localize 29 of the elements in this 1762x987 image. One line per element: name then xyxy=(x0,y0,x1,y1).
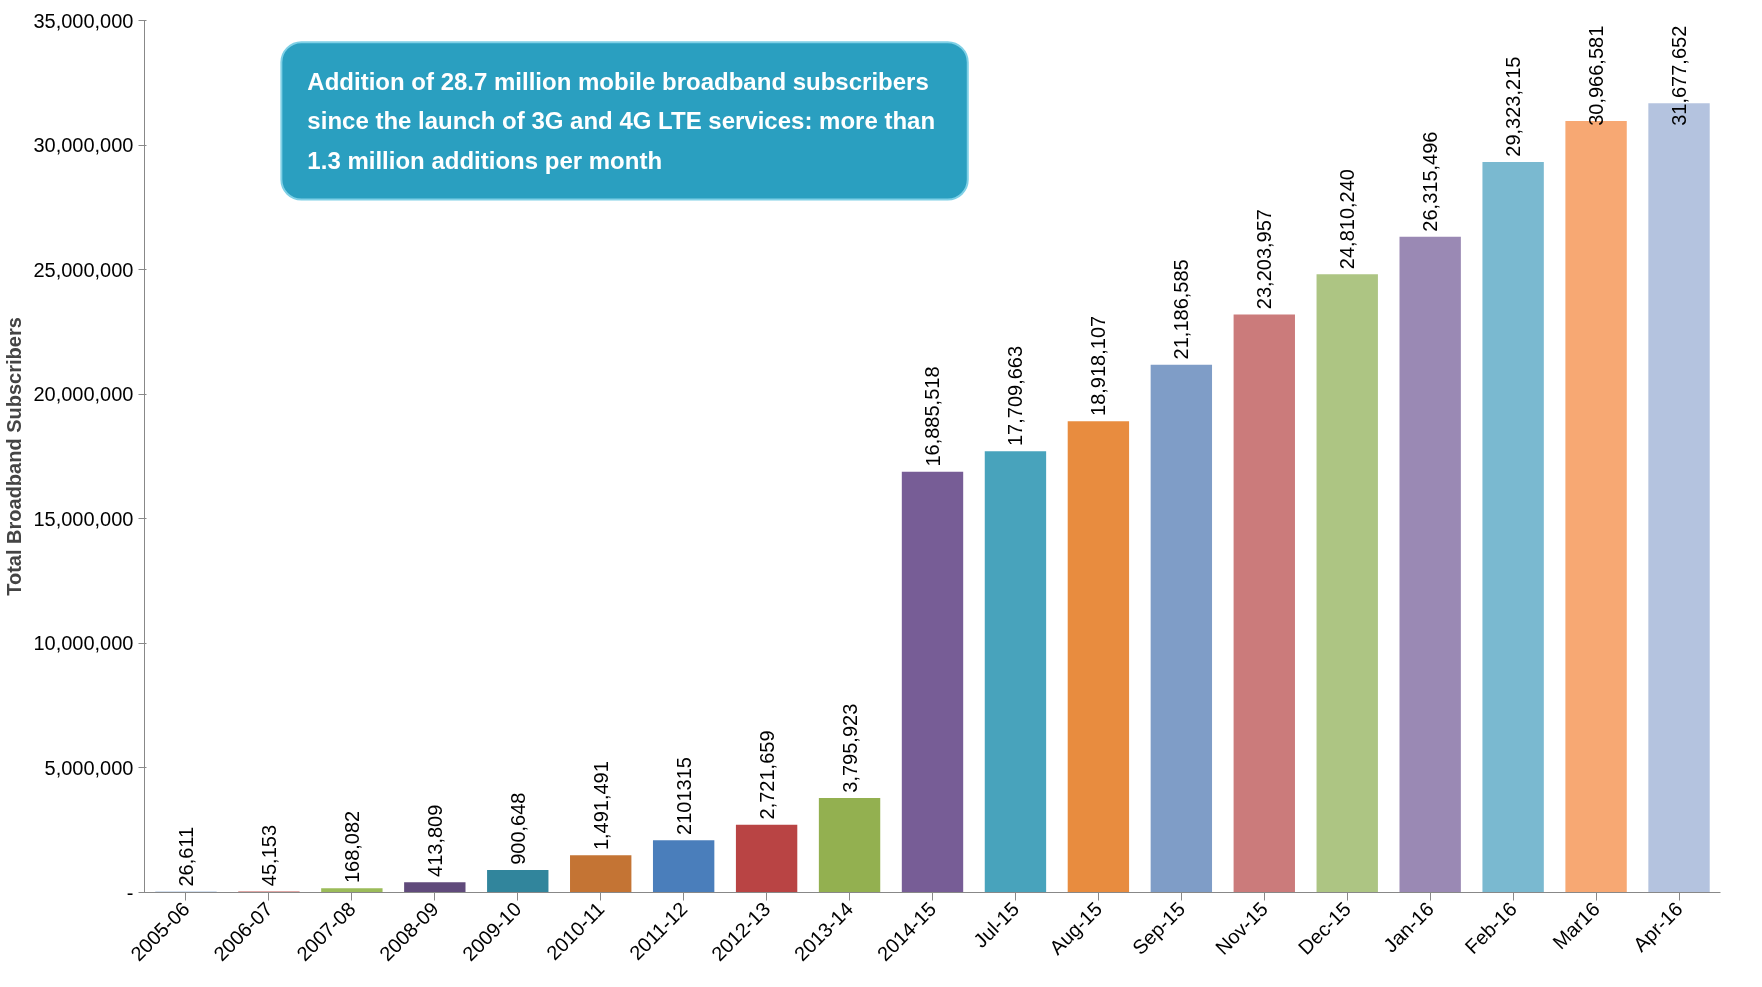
y-tick-label: 15,000,000 xyxy=(33,507,134,530)
data-label: 23,203,957 xyxy=(1253,209,1276,310)
data-label: 26,611 xyxy=(174,826,197,887)
data-label: 16,885,518 xyxy=(921,366,944,467)
data-label: 413,809 xyxy=(423,804,446,877)
data-label: 26,315,496 xyxy=(1419,131,1442,232)
y-tick-label: 5,000,000 xyxy=(44,756,134,779)
y-tick-label: 20,000,000 xyxy=(33,383,134,406)
y-tick-label: 30,000,000 xyxy=(33,134,134,157)
data-label: 2101315 xyxy=(672,757,695,835)
data-label: 17,709,663 xyxy=(1004,345,1027,447)
data-label: 1,491,491 xyxy=(589,761,612,851)
data-label: 2,721,659 xyxy=(755,730,778,820)
data-label: 45,153 xyxy=(257,824,280,887)
data-label: 168,082 xyxy=(340,810,363,884)
y-tick-label: - xyxy=(126,881,134,904)
data-label: 21,186,585 xyxy=(1170,259,1193,360)
y-tick-label: 25,000,000 xyxy=(33,258,134,281)
data-label: 30,966,581 xyxy=(1585,25,1608,126)
y-axis-title: Total Broadband Subscribers xyxy=(3,317,26,596)
data-label: 29,323,215 xyxy=(1502,56,1525,157)
data-label: 24,810,240 xyxy=(1336,169,1359,270)
data-label: 18,918,107 xyxy=(1087,315,1110,416)
annotation: Addition of 28.7 million mobile broadband subscribers since the launch of 3G and 4G LTE services: more than 1.3 million additions per month xyxy=(307,68,936,174)
y-tick-label: 35,000,000 xyxy=(33,9,134,32)
y-tick-label: 10,000,000 xyxy=(33,632,134,655)
data-label: 900,648 xyxy=(506,792,529,865)
data-label: 31,677,652 xyxy=(1668,25,1691,126)
data-label: 3,795,923 xyxy=(838,703,861,793)
